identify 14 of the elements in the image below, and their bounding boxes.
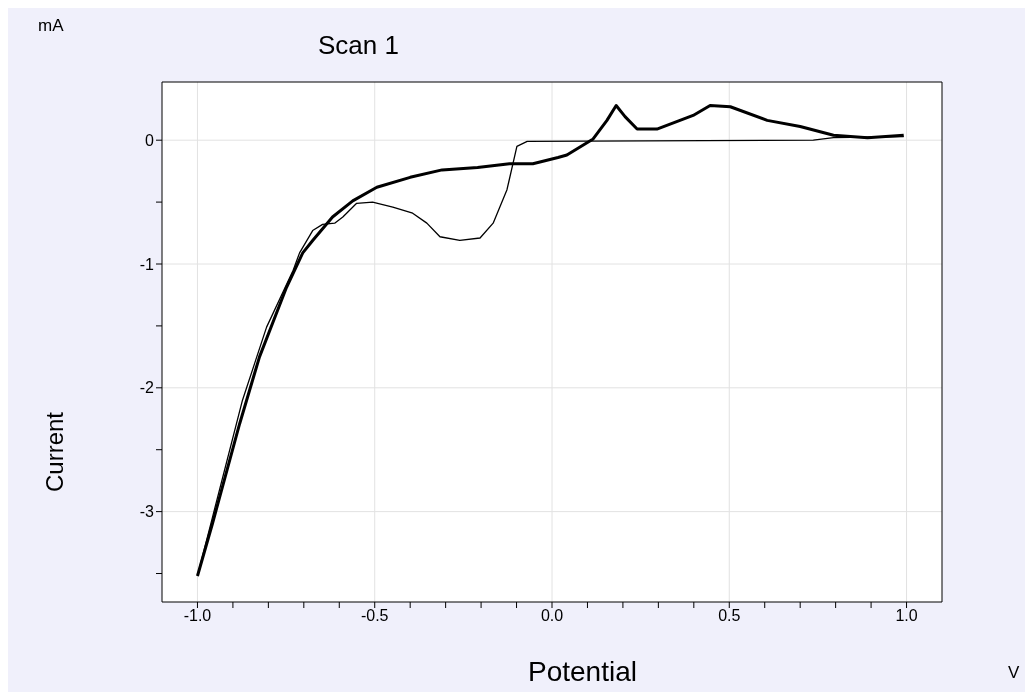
- x-tick-label: 0.5: [718, 607, 741, 625]
- x-tick-label: -0.5: [360, 607, 389, 625]
- x-axis-title: Potential: [528, 656, 637, 688]
- text: V: [1008, 663, 1020, 683]
- y-tick-label: -2: [139, 379, 155, 397]
- x-tick-label: 0.0: [540, 607, 564, 625]
- x-tick-label: -1.0: [183, 607, 212, 625]
- x-tick-label: 1.0: [895, 607, 918, 625]
- text: mA: [38, 16, 64, 36]
- y-tick-label: 0: [145, 131, 155, 149]
- chart-title: Scan 1: [318, 30, 399, 61]
- y-tick-label: -1: [139, 255, 155, 273]
- y-axis-title: Current: [41, 411, 69, 494]
- y-tick-label: -3: [139, 503, 155, 521]
